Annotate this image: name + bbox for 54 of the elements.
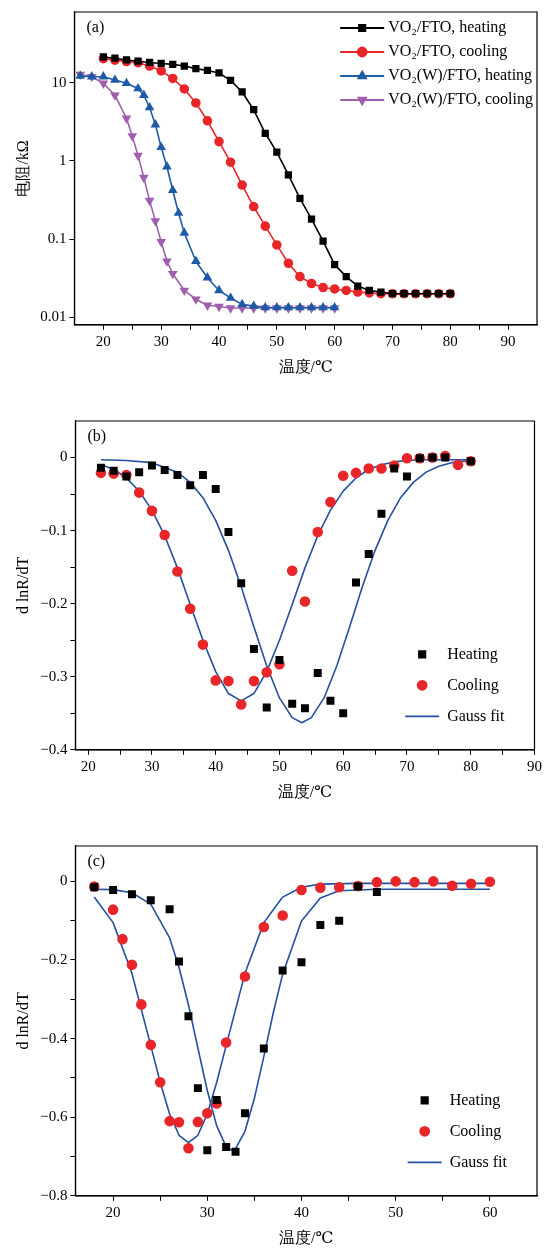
x-tick-label: 50 (271, 757, 287, 774)
legend-label: VO₂(W)/FTO, cooling (388, 90, 534, 109)
x-tick-label: 40 (211, 332, 227, 349)
legend-label: VO₂/FTO, cooling (388, 42, 508, 61)
x-tick-label: 90 (500, 332, 516, 349)
legend-label: Heating (447, 644, 498, 663)
y-tick-label: −0.3 (40, 667, 68, 684)
annotation: (a) (86, 18, 105, 37)
x-tick-label: 40 (208, 757, 224, 774)
x-tick-label: 80 (442, 332, 458, 349)
x-tick-label: 50 (269, 332, 285, 349)
x-tick-label: 70 (384, 332, 400, 349)
y-tick-label: 0 (59, 448, 68, 465)
x-tick-label: 20 (95, 332, 111, 349)
y-tick-label: 1 (58, 151, 67, 168)
x-axis-title: 温度/℃ (277, 782, 333, 800)
x-axis-title: 温度/℃ (279, 1228, 334, 1246)
annotation: (c) (87, 852, 106, 871)
y-tick-label: −0.2 (40, 594, 68, 611)
y-tick-label: 0.1 (47, 229, 67, 246)
x-tick-label: 80 (463, 757, 479, 774)
y-axis-title: d lnR/dT (13, 992, 31, 1050)
y-tick-label: 10 (51, 73, 67, 90)
x-tick-label: 30 (153, 332, 169, 349)
y-tick-label: −0.4 (40, 1029, 68, 1046)
legend-label: Gauss fit (449, 1152, 508, 1170)
x-tick-label: 30 (199, 1203, 215, 1220)
y-tick-label: −0.8 (40, 1186, 68, 1203)
legend-label: VO₂(W)/FTO, heating (388, 66, 533, 85)
legend-label: VO₂/FTO, heating (388, 18, 507, 37)
y-tick-label: −0.1 (40, 521, 68, 538)
x-tick-label: 20 (105, 1203, 121, 1220)
x-tick-label: 60 (335, 757, 351, 774)
legend-label: Heating (449, 1090, 501, 1109)
x-tick-label: 60 (327, 332, 343, 349)
x-tick-label: 30 (144, 757, 160, 774)
x-tick-label: 70 (399, 757, 415, 774)
x-tick-label: 60 (482, 1203, 498, 1220)
x-tick-label: 40 (293, 1203, 309, 1220)
x-tick-label: 90 (527, 757, 542, 774)
y-tick-label: 0 (59, 872, 68, 889)
legend-label: Gauss fit (447, 706, 506, 724)
legend-label: Cooling (449, 1121, 502, 1140)
y-tick-label: −0.2 (40, 950, 68, 967)
y-tick-label: 0.01 (40, 308, 67, 325)
x-tick-label: 20 (80, 757, 96, 774)
y-tick-label: −0.4 (40, 740, 68, 757)
y-tick-label: −0.6 (40, 1108, 68, 1125)
y-axis-title: 电阻/kΩ (13, 140, 31, 197)
annotation: (b) (87, 427, 107, 446)
x-axis-title: 温度/℃ (278, 357, 333, 375)
x-tick-label: 50 (388, 1203, 404, 1220)
y-axis-title: d lnR/dT (13, 556, 31, 615)
legend-label: Cooling (447, 675, 499, 694)
